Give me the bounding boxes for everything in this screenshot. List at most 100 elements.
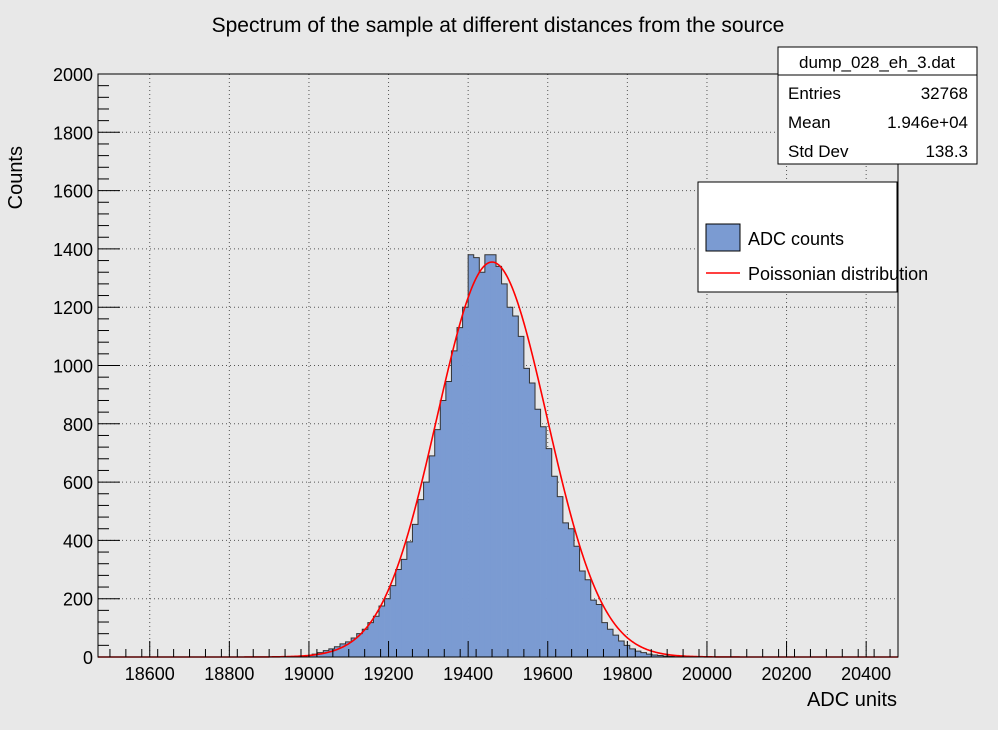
histogram-bar	[384, 598, 391, 657]
histogram-bar	[585, 579, 592, 657]
histogram-bar	[445, 381, 452, 657]
histogram-bar	[657, 655, 664, 657]
legend-label-poissonian: Poissonian distribution	[748, 264, 928, 284]
histogram-bar	[434, 429, 441, 657]
histogram-bar	[518, 336, 525, 657]
histogram-bar	[512, 315, 519, 657]
stats-label-entries: Entries	[788, 84, 841, 103]
histogram-bar	[551, 476, 558, 657]
x-tick-label: 19200	[364, 664, 414, 684]
histogram-bar	[496, 266, 502, 657]
stats-value-entries: 32768	[921, 84, 968, 103]
y-axis-label: Counts	[5, 146, 27, 209]
y-tick-label: 1600	[53, 182, 93, 202]
histogram-bar	[423, 482, 430, 657]
histogram-bar	[607, 629, 614, 657]
histogram-bar	[546, 448, 553, 657]
x-tick-label: 18800	[204, 664, 254, 684]
histogram-bars	[300, 254, 681, 658]
x-tick-label: 20000	[682, 664, 732, 684]
x-tick-label: 19600	[523, 664, 573, 684]
histogram-bar	[457, 327, 463, 657]
histogram-bar	[451, 350, 458, 657]
legend: ADC counts Poissonian distribution	[697, 181, 928, 293]
histogram-bar	[328, 648, 335, 657]
histogram-outline	[300, 254, 681, 658]
axis-tick-labels: 18600 18800 19000 19200 19400 19600 19800 20000…	[53, 65, 891, 684]
y-tick-label: 1200	[53, 298, 93, 318]
histogram-bar	[339, 643, 346, 657]
stats-value-stddev: 138.3	[925, 142, 968, 161]
histogram-bar	[618, 640, 625, 657]
histogram-bar	[640, 652, 647, 657]
y-tick-label: 200	[63, 590, 93, 610]
y-tick-label: 800	[63, 415, 93, 435]
histogram-bar	[529, 382, 536, 657]
x-axis-label: ADC units	[807, 689, 897, 711]
histogram-bar	[429, 455, 436, 657]
histogram-bar	[412, 524, 419, 657]
histogram-bar	[418, 499, 424, 657]
x-tick-label: 19400	[443, 664, 493, 684]
histogram-bar	[334, 646, 341, 657]
histogram-bar	[317, 652, 324, 657]
x-tick-label: 18600	[125, 664, 175, 684]
histogram-bar	[568, 528, 575, 657]
histogram-bar	[535, 409, 541, 657]
histogram-bar	[401, 559, 408, 657]
histogram-bar	[406, 541, 413, 657]
stats-label-stddev: Std Dev	[788, 142, 849, 161]
histogram-bar	[479, 272, 486, 657]
stats-value-mean: 1.946e+04	[887, 113, 968, 132]
stats-box-frame	[777, 46, 978, 165]
histogram-bar	[613, 635, 619, 657]
y-tick-label: 0	[83, 648, 93, 668]
histogram-bar	[323, 650, 330, 657]
histogram-bar	[440, 400, 447, 657]
histogram-bar	[490, 254, 497, 658]
histogram-bar	[390, 585, 397, 657]
histogram-bar	[356, 633, 363, 657]
histogram-bar	[473, 257, 480, 657]
histogram-bar	[462, 307, 469, 657]
stats-box-title: dump_028_eh_3.dat	[799, 53, 955, 72]
x-tick-label: 19800	[602, 664, 652, 684]
histogram-bar	[468, 254, 475, 658]
histogram-bar	[540, 426, 547, 657]
histogram-bar	[351, 638, 358, 657]
histogram-bar	[652, 654, 658, 657]
histogram-bar	[378, 605, 385, 657]
histogram-bar	[574, 546, 580, 657]
histogram-bar	[306, 655, 313, 657]
histogram-bar	[596, 604, 603, 657]
y-tick-label: 600	[63, 473, 93, 493]
histogram-bar	[562, 522, 569, 657]
legend-swatch-adc-counts	[705, 223, 741, 252]
histogram-bar	[601, 622, 608, 657]
histogram-bar	[646, 654, 653, 657]
histogram-bar	[484, 254, 491, 658]
stats-label-mean: Mean	[788, 113, 831, 132]
histogram-bar	[373, 616, 380, 657]
histogram-bar	[590, 600, 597, 657]
histogram-bar	[501, 283, 508, 657]
y-tick-label: 2000	[53, 65, 93, 85]
y-tick-label: 1000	[53, 357, 93, 377]
x-tick-label: 20400	[841, 664, 891, 684]
histogram-bar	[395, 569, 402, 657]
histogram-bar	[507, 307, 514, 657]
axis-ticks	[98, 73, 891, 658]
y-tick-label: 1400	[53, 240, 93, 260]
histogram-bar	[362, 629, 369, 657]
y-tick-label: 400	[63, 531, 93, 551]
x-tick-label: 19000	[284, 664, 334, 684]
histogram-bar	[579, 571, 586, 657]
histogram-bar	[629, 648, 636, 657]
histogram-bar	[523, 368, 530, 657]
x-tick-label: 20200	[762, 664, 812, 684]
histogram-bar	[557, 496, 564, 657]
histogram-bar	[367, 622, 374, 657]
chart-title: Spectrum of the sample at different dist…	[212, 14, 785, 37]
legend-label-adc-counts: ADC counts	[748, 229, 844, 249]
